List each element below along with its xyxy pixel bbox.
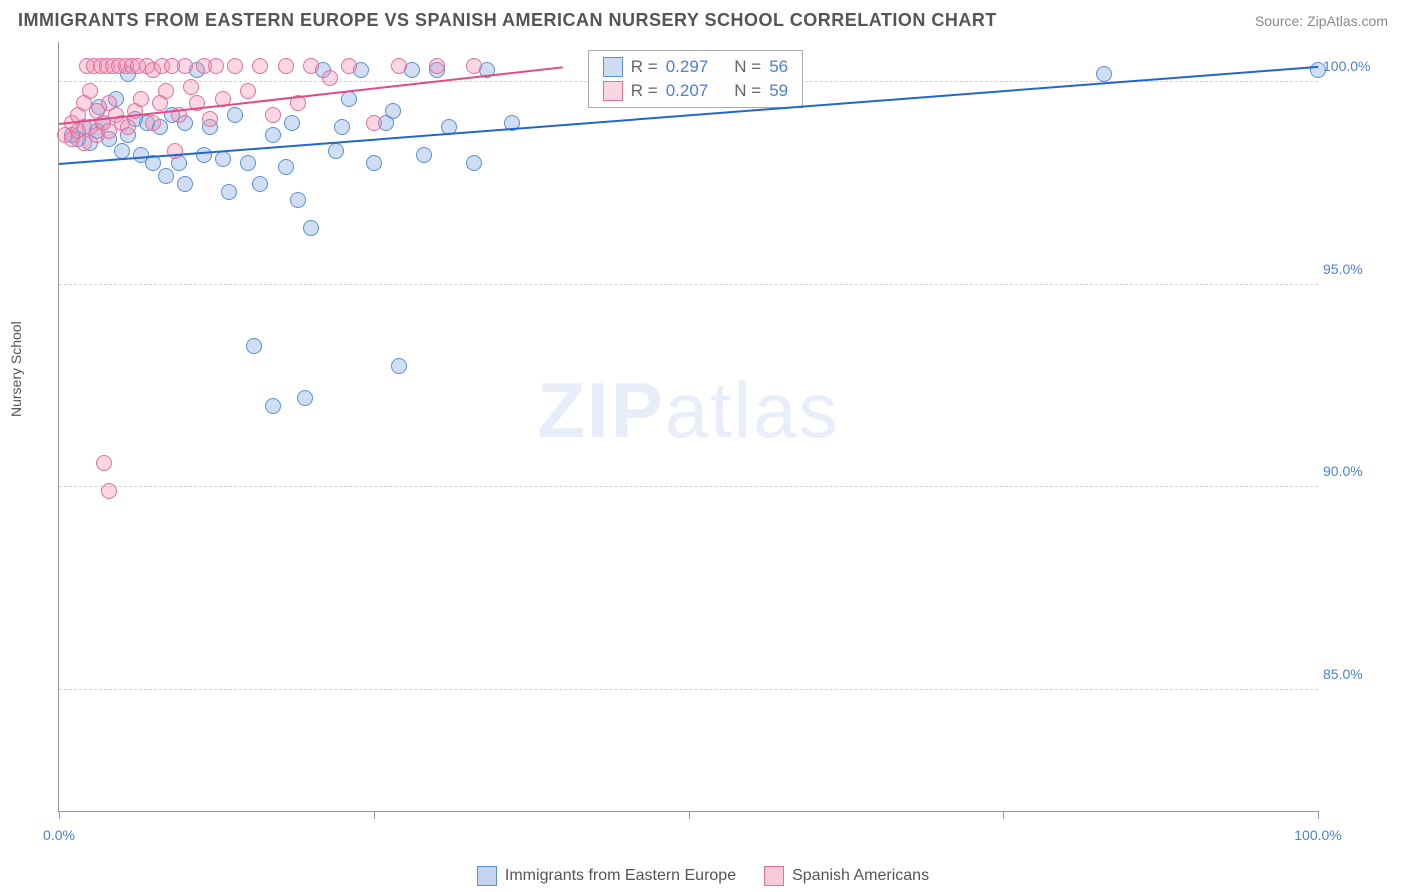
- data-point: [252, 176, 268, 192]
- stats-row: R = 0.207 N = 59: [589, 79, 802, 103]
- data-point: [391, 58, 407, 74]
- gridline: [59, 284, 1318, 285]
- legend-swatch: [477, 866, 497, 886]
- data-point: [366, 155, 382, 171]
- data-point: [278, 58, 294, 74]
- x-tick-label: 0.0%: [43, 827, 75, 843]
- stat-r-label: R =: [631, 57, 658, 77]
- legend: Immigrants from Eastern Europe Spanish Am…: [0, 866, 1406, 886]
- data-point: [341, 58, 357, 74]
- source-attribution: Source: ZipAtlas.com: [1255, 13, 1388, 29]
- stat-n-label: N =: [734, 81, 761, 101]
- data-point: [385, 103, 401, 119]
- legend-label: Immigrants from Eastern Europe: [505, 867, 736, 885]
- data-point: [120, 119, 136, 135]
- data-point: [158, 168, 174, 184]
- data-point: [167, 143, 183, 159]
- data-point: [322, 70, 338, 86]
- data-point: [202, 111, 218, 127]
- x-tick: [59, 811, 60, 819]
- series-swatch: [603, 81, 623, 101]
- gridline: [59, 486, 1318, 487]
- data-point: [303, 220, 319, 236]
- data-point: [303, 58, 319, 74]
- stat-r-value: 0.297: [666, 57, 709, 77]
- data-point: [297, 390, 313, 406]
- stat-n-value: 56: [769, 57, 788, 77]
- gridline: [59, 689, 1318, 690]
- stat-r-value: 0.207: [666, 81, 709, 101]
- data-point: [227, 107, 243, 123]
- data-point: [227, 58, 243, 74]
- watermark: ZIPatlas: [537, 365, 839, 456]
- data-point: [221, 184, 237, 200]
- data-point: [366, 115, 382, 131]
- data-point: [429, 58, 445, 74]
- data-point: [177, 58, 193, 74]
- stats-row: R = 0.297 N = 56: [589, 55, 802, 79]
- y-tick-label: 95.0%: [1323, 261, 1378, 277]
- data-point: [265, 107, 281, 123]
- data-point: [240, 155, 256, 171]
- series-swatch: [603, 57, 623, 77]
- x-tick: [689, 811, 690, 819]
- data-point: [265, 127, 281, 143]
- stats-box: R = 0.297 N = 56 R = 0.207 N = 59: [588, 50, 803, 108]
- x-tick-label: 100.0%: [1294, 827, 1341, 843]
- legend-item: Immigrants from Eastern Europe: [477, 866, 736, 886]
- data-point: [246, 338, 262, 354]
- data-point: [252, 58, 268, 74]
- data-point: [466, 155, 482, 171]
- y-tick-label: 90.0%: [1323, 463, 1378, 479]
- data-point: [466, 58, 482, 74]
- chart-title: IMMIGRANTS FROM EASTERN EUROPE VS SPANIS…: [18, 10, 997, 31]
- data-point: [391, 358, 407, 374]
- data-point: [278, 159, 294, 175]
- data-point: [290, 192, 306, 208]
- y-tick-label: 85.0%: [1323, 666, 1378, 682]
- x-tick: [1003, 811, 1004, 819]
- legend-item: Spanish Americans: [764, 866, 929, 886]
- data-point: [196, 147, 212, 163]
- data-point: [416, 147, 432, 163]
- y-tick-label: 100.0%: [1323, 58, 1378, 74]
- data-point: [215, 151, 231, 167]
- data-point: [334, 119, 350, 135]
- data-point: [133, 91, 149, 107]
- data-point: [208, 58, 224, 74]
- data-point: [183, 79, 199, 95]
- chart-container: Nursery School 85.0%90.0%95.0%100.0%0.0%…: [18, 42, 1388, 852]
- data-point: [158, 83, 174, 99]
- x-tick: [374, 811, 375, 819]
- x-tick: [1318, 811, 1319, 819]
- data-point: [101, 483, 117, 499]
- data-point: [145, 115, 161, 131]
- legend-swatch: [764, 866, 784, 886]
- stat-n-label: N =: [734, 57, 761, 77]
- data-point: [341, 91, 357, 107]
- data-point: [240, 83, 256, 99]
- legend-label: Spanish Americans: [792, 867, 929, 885]
- stat-r-label: R =: [631, 81, 658, 101]
- data-point: [328, 143, 344, 159]
- y-axis-label: Nursery School: [8, 321, 24, 417]
- plot-area: 85.0%90.0%95.0%100.0%0.0%100.0%ZIPatlasR…: [58, 42, 1318, 812]
- stat-n-value: 59: [769, 81, 788, 101]
- data-point: [177, 176, 193, 192]
- data-point: [96, 455, 112, 471]
- data-point: [1310, 62, 1326, 78]
- data-point: [82, 83, 98, 99]
- data-point: [1096, 66, 1112, 82]
- data-point: [265, 398, 281, 414]
- data-point: [284, 115, 300, 131]
